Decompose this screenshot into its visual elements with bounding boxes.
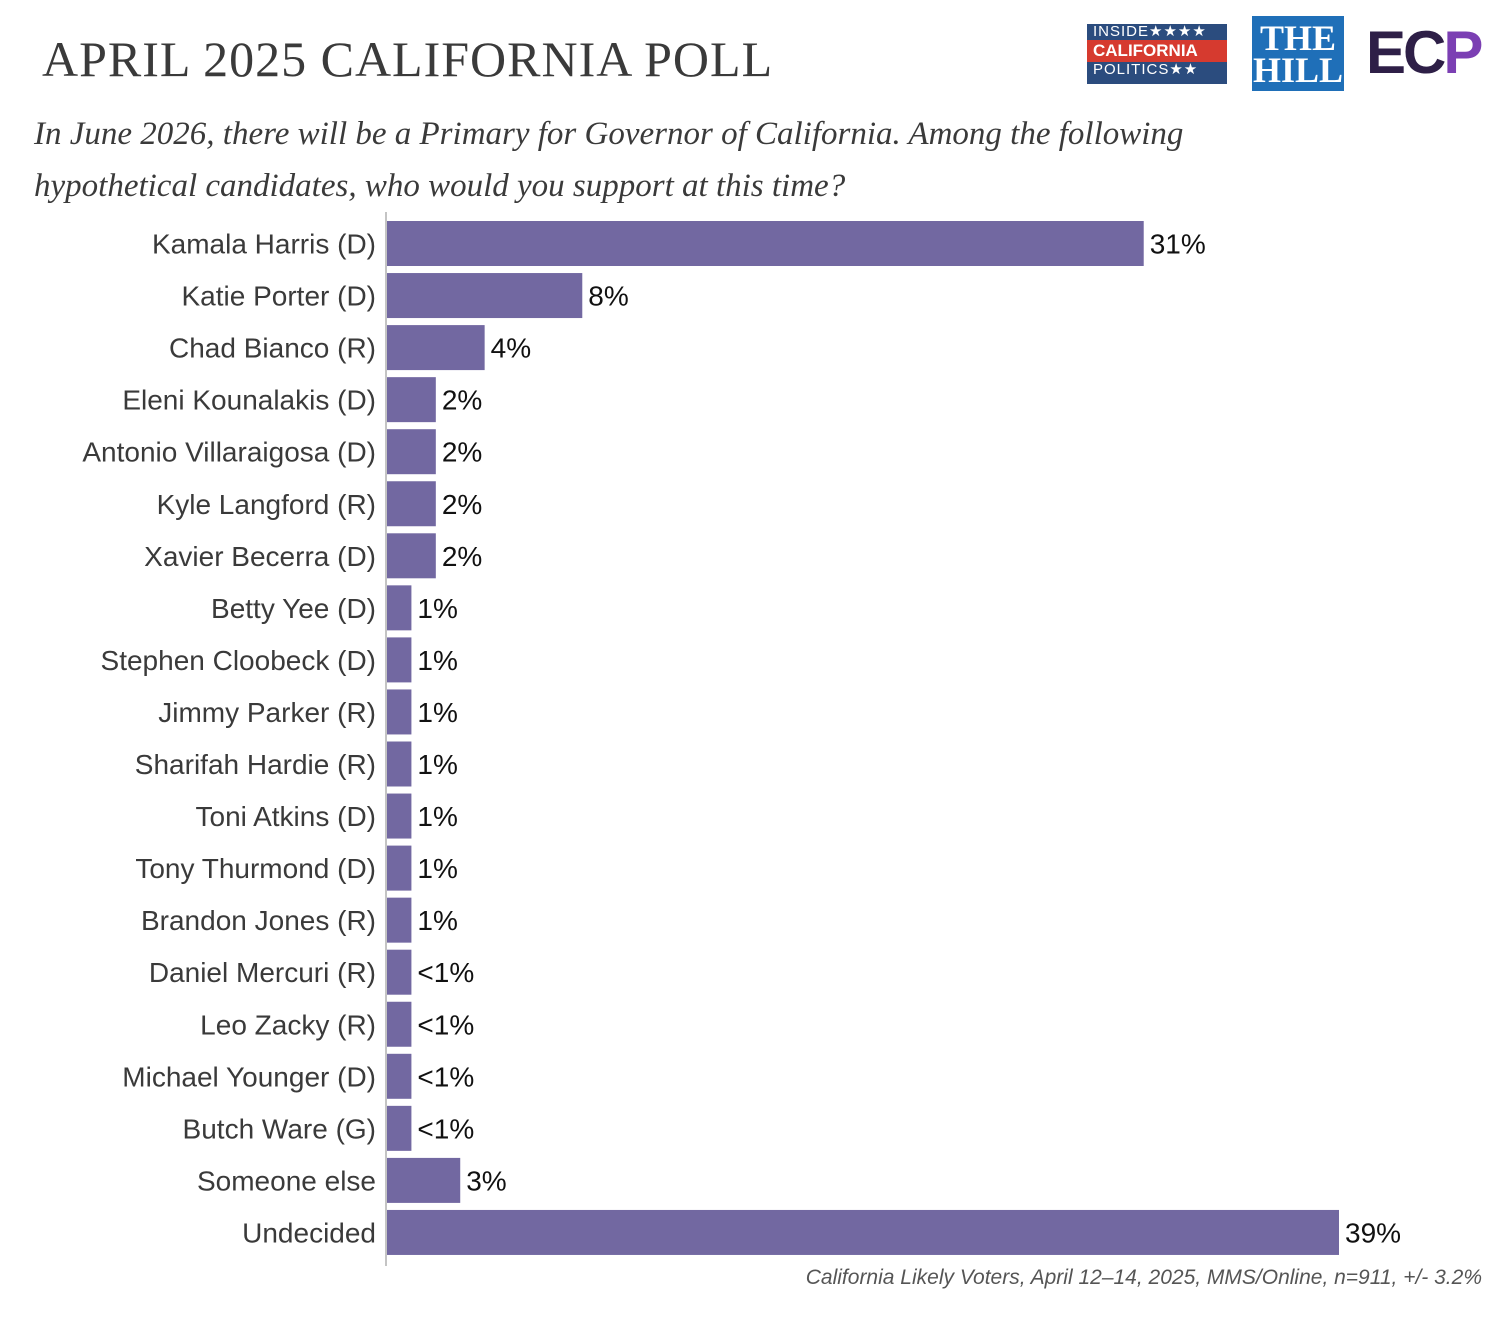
value-label: 1% (417, 905, 457, 936)
bar (387, 1053, 412, 1099)
bar (387, 325, 485, 371)
footnote: California Likely Voters, April 12–14, 2… (805, 1266, 1482, 1289)
bar (387, 1157, 461, 1203)
icp-logo-line3: POLITICS★★ (1093, 61, 1199, 78)
value-label: 1% (417, 853, 457, 884)
category-label: Katie Porter (D) (182, 281, 377, 312)
category-label: Brandon Jones (R) (141, 905, 376, 936)
icp-logo-line2: CALIFORNIA (1087, 40, 1227, 62)
value-label: 1% (417, 645, 457, 676)
bar (387, 273, 583, 319)
category-label: Leo Zacky (R) (200, 1009, 376, 1040)
bar (387, 481, 436, 527)
value-label: 1% (417, 697, 457, 728)
value-label: 1% (417, 801, 457, 832)
bar (387, 637, 412, 683)
bar (387, 949, 412, 995)
category-label: Kyle Langford (R) (157, 489, 376, 520)
category-label: Toni Atkins (D) (196, 801, 377, 832)
inside-california-politics-logo: INSIDE★★★★ CALIFORNIA POLITICS★★ (1087, 24, 1227, 84)
bar (387, 533, 436, 579)
value-label: 2% (442, 437, 482, 468)
bar (387, 741, 412, 787)
value-label: <1% (417, 1113, 474, 1144)
value-label: 2% (442, 541, 482, 572)
value-label: 8% (588, 281, 628, 312)
category-label: Stephen Cloobeck (D) (101, 645, 376, 676)
chart-subtitle: In June 2026, there will be a Primary fo… (34, 116, 1184, 204)
bar (387, 585, 412, 631)
category-label: Sharifah Hardie (R) (135, 749, 376, 780)
category-label: Kamala Harris (D) (152, 229, 376, 260)
value-label: <1% (417, 957, 474, 988)
bar (387, 1001, 412, 1047)
category-label: Jimmy Parker (R) (158, 697, 376, 728)
icp-logo-line1: INSIDE★★★★ (1093, 23, 1207, 40)
value-label: 1% (417, 749, 457, 780)
value-label: <1% (417, 1061, 474, 1092)
value-label: 1% (417, 593, 457, 624)
bar (387, 793, 412, 839)
chart-title: APRIL 2025 CALIFORNIA POLL (42, 31, 774, 87)
bar (387, 897, 412, 943)
the-hill-logo-line1: THE (1259, 18, 1337, 58)
category-label: Undecided (242, 1217, 376, 1248)
the-hill-logo-line2: HILL (1252, 50, 1344, 90)
category-label: Chad Bianco (R) (169, 333, 376, 364)
value-label: 3% (466, 1165, 506, 1196)
category-label: Betty Yee (D) (211, 593, 376, 624)
value-label: 2% (442, 489, 482, 520)
ecp-logo: ECP (1366, 18, 1483, 88)
ecp-logo-text: EC (1366, 19, 1446, 86)
category-label: Tony Thurmond (D) (135, 853, 376, 884)
category-label: Michael Younger (D) (122, 1061, 376, 1092)
category-label: Someone else (197, 1165, 376, 1196)
value-label: <1% (417, 1009, 474, 1040)
bar (387, 429, 436, 475)
category-label: Eleni Kounalakis (D) (122, 385, 376, 416)
bar (387, 221, 1144, 266)
category-label: Xavier Becerra (D) (144, 541, 376, 572)
value-label: 31% (1150, 229, 1206, 260)
bar (387, 1105, 412, 1151)
category-label: Butch Ware (G) (183, 1113, 376, 1144)
value-label: 2% (442, 385, 482, 416)
value-label: 39% (1345, 1217, 1401, 1248)
bar (387, 845, 412, 891)
bar (387, 377, 436, 423)
bar (387, 689, 412, 735)
the-hill-logo: THE HILL (1252, 16, 1344, 91)
bar (387, 1209, 1339, 1255)
value-label: 4% (491, 333, 531, 364)
category-label: Antonio Villaraigosa (D) (82, 437, 376, 468)
category-label: Daniel Mercuri (R) (149, 957, 376, 988)
ecp-logo-accent: P (1443, 19, 1483, 86)
